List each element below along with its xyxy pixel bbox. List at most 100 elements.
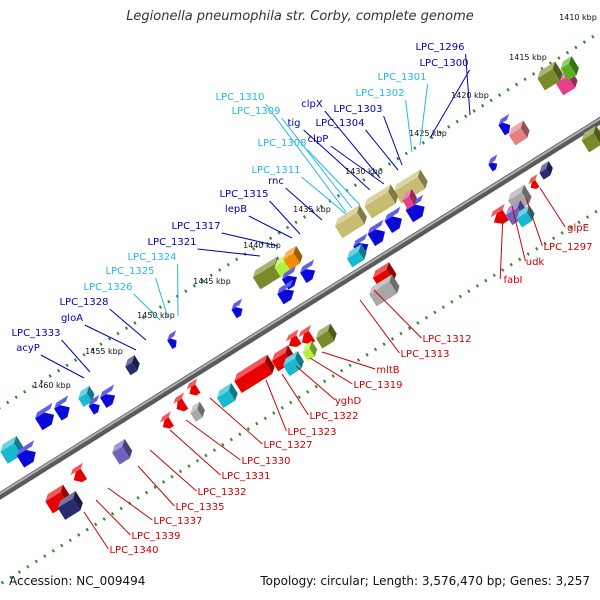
gene-forward xyxy=(16,440,36,468)
gene-reverse xyxy=(216,383,238,409)
leader-line xyxy=(539,187,566,228)
leader-line xyxy=(269,200,301,235)
leader-line xyxy=(265,379,287,432)
leader-line xyxy=(61,339,91,373)
leader-line xyxy=(84,324,137,351)
leader-line xyxy=(109,308,147,341)
leader-line xyxy=(248,215,293,239)
gene-label-reverse: udk xyxy=(526,257,545,268)
tick-label: 1440 kbp xyxy=(243,241,281,250)
gene-reverse xyxy=(234,354,275,394)
gene-label-forward: LPC_1300 xyxy=(419,58,468,69)
leader-line xyxy=(281,117,353,209)
tick-label: 1415 kbp xyxy=(509,53,547,62)
leader-line xyxy=(359,299,400,354)
gene-label-forward: LPC_1302 xyxy=(355,88,404,99)
gene-label-reverse: LPC_1327 xyxy=(263,440,312,451)
leader-line xyxy=(301,176,347,215)
gene-forward xyxy=(346,243,367,268)
gene-forward xyxy=(300,259,316,283)
gene-label-forward: rnc xyxy=(268,176,284,187)
leader-line xyxy=(419,83,429,146)
leader-line xyxy=(373,289,422,339)
gene-label-forward: clpX xyxy=(301,99,323,110)
gene-label-forward: LPC_1325 xyxy=(105,266,154,277)
gene-label-reverse: LPC_1340 xyxy=(109,545,158,556)
gene-reverse xyxy=(490,203,509,224)
leader-line xyxy=(307,149,361,206)
gene-label-reverse: LPC_1330 xyxy=(241,456,290,467)
gene-label-reverse: LPC_1332 xyxy=(197,487,246,498)
gene-forward xyxy=(537,61,563,91)
accession-text: Accession: NC_009494 xyxy=(9,574,146,588)
leader-line xyxy=(107,487,153,521)
leader-line xyxy=(365,129,399,171)
gene-label-reverse: LPC_1335 xyxy=(175,502,224,513)
gene-forward xyxy=(125,355,140,376)
gene-forward xyxy=(231,298,243,319)
gene-label-reverse: LPC_1322 xyxy=(309,411,358,422)
gene-label-forward: LPC_1309 xyxy=(231,106,280,117)
leader-line xyxy=(95,499,131,536)
tick-label: 1445 kbp xyxy=(193,277,231,286)
gene-forward xyxy=(78,385,95,407)
gene-label-forward: LPC_1303 xyxy=(333,104,382,115)
gene-label-forward: LPC_1311 xyxy=(251,165,300,176)
gene-label-reverse: LPC_1331 xyxy=(221,471,270,482)
gene-label-forward: LPC_1326 xyxy=(83,282,132,293)
gene-reverse xyxy=(283,351,304,377)
gene-label-reverse: LPC_1337 xyxy=(153,516,202,527)
leader-line xyxy=(285,187,323,221)
gene-reverse xyxy=(581,125,600,153)
leader-line xyxy=(330,145,385,185)
gene-reverse xyxy=(369,274,400,307)
leader-line xyxy=(221,232,279,247)
tick-label: 1430 kbp xyxy=(345,167,383,176)
gene-reverse xyxy=(186,378,201,396)
leader-line xyxy=(185,419,241,461)
leader-line xyxy=(465,53,471,116)
gene-forward xyxy=(167,330,177,349)
genome-backbone xyxy=(0,116,600,500)
leader-line xyxy=(429,69,471,139)
gene-label-reverse: LPC_1297 xyxy=(543,242,592,253)
gene-label-forward: LPC_1296 xyxy=(415,42,464,53)
tick-label: 1455 kbp xyxy=(85,347,123,356)
leader-line xyxy=(525,197,543,247)
gene-reverse xyxy=(190,401,205,422)
gene-label-forward: LPC_1321 xyxy=(147,237,196,248)
gene-reverse xyxy=(302,340,318,362)
gene-label-forward: LPC_1310 xyxy=(215,92,264,103)
leader-line xyxy=(281,373,309,416)
gene-reverse xyxy=(173,392,189,412)
gene-forward xyxy=(498,113,511,136)
gene-reverse xyxy=(160,411,174,429)
gene-forward xyxy=(88,394,100,415)
gene-forward xyxy=(35,402,55,431)
tick-label: 1420 kbp xyxy=(451,91,489,100)
leader-line xyxy=(149,449,197,492)
gene-reverse xyxy=(286,329,302,347)
gene-label-reverse: LPC_1339 xyxy=(131,531,180,542)
gene-label-forward: LPC_1301 xyxy=(377,72,426,83)
gene-reverse xyxy=(112,438,133,465)
gene-forward xyxy=(54,395,70,421)
gene-forward xyxy=(100,384,116,408)
tick-label: 1410 kbp xyxy=(559,13,597,22)
leader-line xyxy=(169,429,221,476)
dotted-scale-line xyxy=(0,30,600,410)
gene-forward xyxy=(402,188,417,210)
gene-label-forward: clpP xyxy=(308,134,329,145)
gene-label-forward: LPC_1328 xyxy=(59,297,108,308)
gene-forward xyxy=(277,279,295,305)
gene-reverse xyxy=(57,491,83,520)
tick-label: 1425 kbp xyxy=(409,129,447,138)
gene-label-reverse: mltB xyxy=(376,365,399,376)
gene-forward xyxy=(367,219,385,246)
gene-label-forward: LPC_1324 xyxy=(127,252,176,263)
gene-label-forward: lepB xyxy=(225,204,247,215)
gene-forward xyxy=(334,205,367,239)
gene-label-forward: tig xyxy=(287,118,300,129)
gene-label-forward: LPC_1317 xyxy=(171,221,220,232)
